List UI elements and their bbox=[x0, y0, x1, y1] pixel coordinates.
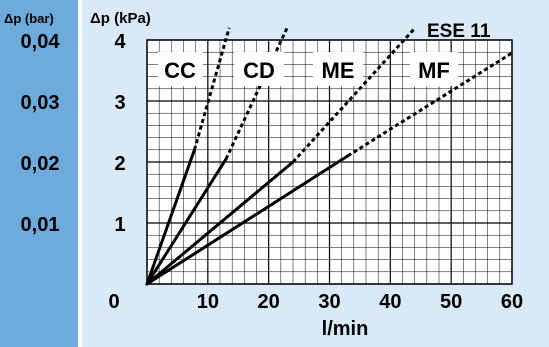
y2-tick-label: 0,04 bbox=[21, 31, 61, 53]
x-tick-label: 20 bbox=[258, 291, 280, 313]
label-cc-box bbox=[158, 52, 203, 86]
x-tick-label: 10 bbox=[197, 291, 219, 313]
series-cc-solid-line bbox=[145, 148, 196, 286]
series-cc-dashed-line bbox=[193, 27, 231, 151]
x-tick-label: 40 bbox=[379, 291, 401, 313]
bar-scale-strip bbox=[0, 0, 78, 347]
label-mf-box bbox=[410, 52, 458, 86]
y2-tick-label: 0,02 bbox=[21, 153, 60, 175]
y-tick-label: 4 bbox=[114, 31, 126, 53]
x-tick-label: 60 bbox=[501, 291, 523, 313]
series-me-solid-line bbox=[145, 160, 295, 286]
label-me-box bbox=[313, 52, 363, 86]
label-cc-text: CC bbox=[164, 58, 196, 83]
series-mf-solid-line bbox=[145, 154, 350, 286]
axes bbox=[146, 39, 513, 285]
series-cd-dashed-line bbox=[224, 27, 289, 160]
x-axis-title: l/min bbox=[322, 318, 369, 340]
label-me-text: ME bbox=[322, 58, 355, 83]
y2-tick-label: 0,03 bbox=[21, 92, 60, 114]
y2-axis-title: Δp (bar) bbox=[4, 11, 54, 26]
label-me: ME bbox=[313, 52, 363, 86]
y-tick-label: 2 bbox=[114, 153, 125, 175]
plot-frame bbox=[146, 39, 513, 285]
y-tick-label: 1 bbox=[114, 214, 125, 236]
y-tick-label: 3 bbox=[114, 92, 125, 114]
label-cd: CD bbox=[234, 52, 284, 86]
series-cd-solid-line bbox=[145, 157, 228, 286]
tick-labels: 0 10 20 30 40 50 60 1 2 3 4 0,01 0,02 0,03 0,04 bbox=[21, 31, 524, 313]
label-mf-text: MF bbox=[418, 58, 450, 83]
label-cd-text: CD bbox=[243, 58, 275, 83]
y2-tick-label: 0,01 bbox=[21, 214, 60, 236]
label-cd-box bbox=[234, 52, 284, 86]
series-mf-dashed-line bbox=[346, 51, 513, 158]
chart-title: ESE 11 bbox=[427, 21, 491, 42]
x-tick-label: 30 bbox=[318, 291, 340, 313]
x-tick-label: 50 bbox=[440, 291, 462, 313]
y-axis-title: Δp (kPa) bbox=[90, 10, 151, 27]
series bbox=[145, 26, 513, 286]
label-cc: CC bbox=[158, 52, 203, 86]
x-tick-label: 0 bbox=[108, 291, 119, 313]
label-mf: MF bbox=[410, 52, 458, 86]
series-me-dashed-line bbox=[291, 26, 417, 164]
